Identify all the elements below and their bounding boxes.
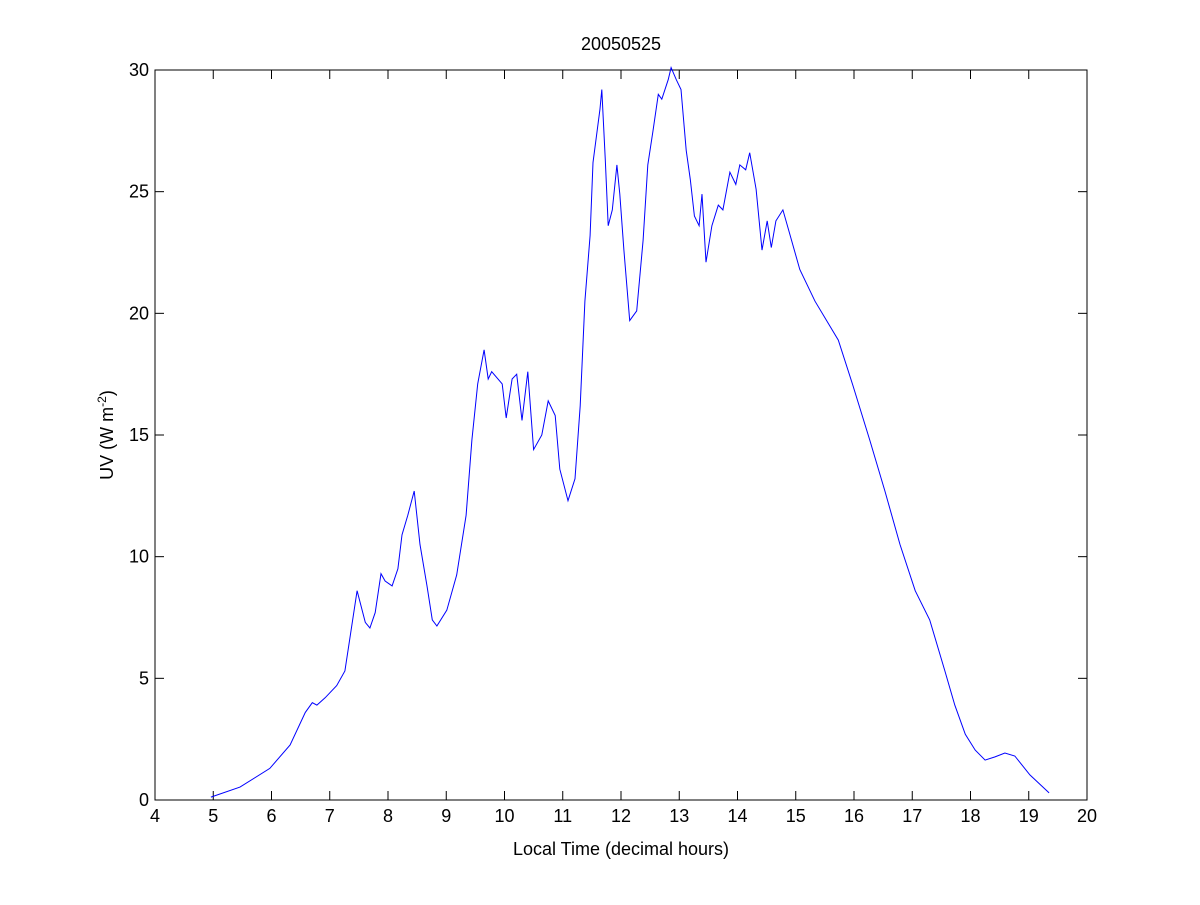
y-tick-label: 10 [129, 547, 149, 567]
y-tick-label: 5 [139, 668, 149, 688]
x-tick-label: 4 [150, 806, 160, 826]
y-label-superscript: -2 [95, 396, 109, 407]
y-tick-label: 20 [129, 303, 149, 323]
x-tick-label: 16 [844, 806, 864, 826]
x-tick-label: 7 [325, 806, 335, 826]
x-tick-label: 13 [669, 806, 689, 826]
y-tick-label: 0 [139, 790, 149, 810]
y-label-close: ) [97, 390, 117, 396]
x-tick-label: 10 [494, 806, 514, 826]
x-tick-label: 15 [786, 806, 806, 826]
x-tick-label: 8 [383, 806, 393, 826]
x-tick-label: 5 [208, 806, 218, 826]
x-tick-label: 14 [727, 806, 747, 826]
x-tick-label: 19 [1019, 806, 1039, 826]
y-label-main: UV (W m [97, 407, 117, 480]
x-tick-label: 12 [611, 806, 631, 826]
x-axis-label: Local Time (decimal hours) [513, 839, 729, 859]
x-tick-label: 17 [902, 806, 922, 826]
x-tick-label: 18 [960, 806, 980, 826]
x-tick-label: 11 [553, 806, 572, 826]
y-axis-label: UV (W m-2) [95, 390, 117, 480]
y-tick-label: 25 [129, 182, 149, 202]
plot-area [154, 69, 1088, 801]
x-tick-label: 20 [1077, 806, 1097, 826]
x-tick-label: 9 [441, 806, 451, 826]
x-tick-label: 6 [266, 806, 276, 826]
y-tick-label: 15 [129, 425, 149, 445]
y-tick-label: 30 [129, 60, 149, 80]
chart-title: 20050525 [581, 34, 661, 54]
uv-series-line [210, 66, 1050, 798]
